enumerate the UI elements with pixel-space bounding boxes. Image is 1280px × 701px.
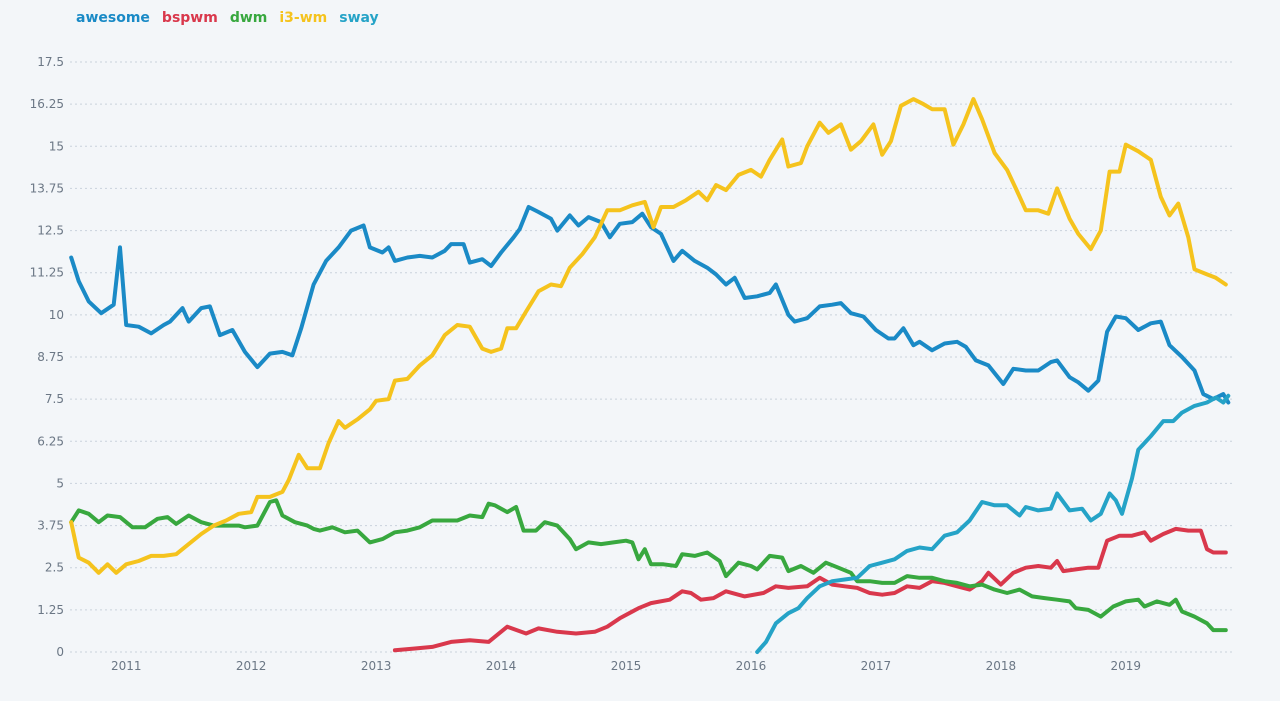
series-line-sway [755, 393, 1231, 654]
series-line-awesome [69, 205, 1231, 405]
series-line-bspwm [392, 526, 1228, 653]
series-line-i3-wm [69, 97, 1228, 575]
x-tick-label: 2014 [486, 659, 517, 673]
x-tick-label: 2018 [986, 659, 1017, 673]
legend-item-sway: sway [339, 10, 379, 26]
x-tick-label: 2012 [236, 659, 267, 673]
series-line-dwm [69, 498, 1228, 633]
y-tick-label: 3.75 [37, 519, 64, 533]
y-tick-label: 17.5 [37, 55, 64, 69]
y-tick-label: 5 [56, 476, 64, 490]
y-tick-label: 11.25 [30, 266, 64, 280]
x-tick-label: 2015 [611, 659, 642, 673]
legend-item-i3-wm: i3-wm [279, 10, 328, 26]
x-tick-label: 2017 [861, 659, 892, 673]
y-tick-label: 15 [49, 139, 64, 153]
y-tick-label: 8.75 [37, 350, 64, 364]
x-tick-label: 2013 [361, 659, 392, 673]
legend-item-bspwm: bspwm [161, 10, 218, 26]
y-tick-label: 6.25 [37, 434, 64, 448]
legend-item-dwm: dwm [229, 10, 268, 26]
y-tick-label: 2.5 [45, 561, 64, 575]
y-tick-label: 10 [49, 308, 64, 322]
legend-item-awesome: awesome [76, 10, 150, 26]
x-tick-label: 2016 [736, 659, 767, 673]
x-tick-label: 2011 [111, 659, 142, 673]
y-tick-label: 1.25 [37, 603, 64, 617]
y-tick-label: 16.25 [30, 97, 64, 111]
legend: awesome bspwm dwm i3-wm sway [76, 10, 379, 26]
x-tick-label: 2019 [1111, 659, 1142, 673]
y-tick-label: 12.5 [37, 224, 64, 238]
y-tick-label: 7.5 [45, 392, 64, 406]
y-tick-label: 0 [56, 645, 64, 659]
y-tick-label: 13.75 [30, 181, 64, 195]
